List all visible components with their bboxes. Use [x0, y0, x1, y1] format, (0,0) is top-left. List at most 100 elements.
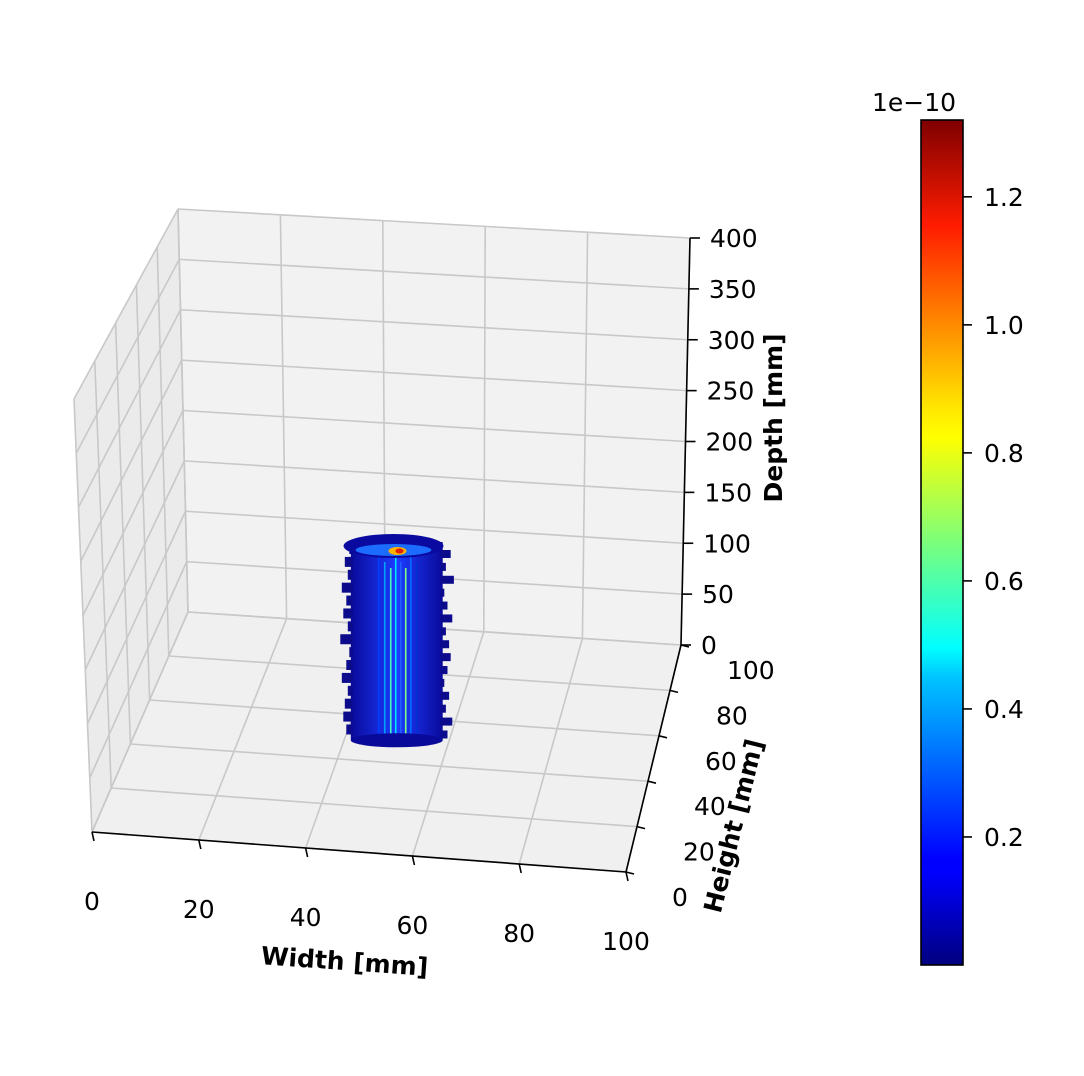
x-axis-tick-label: 0: [84, 887, 100, 916]
column-body: [350, 542, 443, 741]
voxel-edge: [349, 647, 353, 658]
side-gridline-z: [80, 359, 183, 562]
y-axis-tick-label: 0: [672, 883, 688, 912]
voxel-column: [340, 534, 454, 748]
voxel-edge: [344, 556, 353, 567]
colorbar-tick-label: 0.4: [984, 695, 1024, 724]
voxel-edge: [341, 672, 353, 683]
z-axis-tick-label: 200: [706, 428, 754, 457]
side-gridline-z: [91, 611, 189, 833]
z-axis-tick-label: 400: [710, 224, 758, 253]
x-axis-tick: [198, 839, 202, 850]
y-axis-tick: [625, 871, 635, 875]
side-gridline-z: [89, 561, 188, 779]
floor-gridline-x: [198, 618, 288, 841]
floor-gridline-y: [130, 743, 649, 782]
x-axis-tick: [304, 847, 309, 858]
y-axis-tick-label: 100: [727, 656, 775, 685]
y-axis-ticks: 0 20 40 60 80 100: [625, 644, 775, 912]
colorbar-tick-label: 0.6: [984, 567, 1024, 596]
voxel-edge: [341, 582, 353, 593]
voxel-edge: [440, 614, 453, 623]
back-gridline-z: [184, 460, 685, 494]
side-gridline-z: [86, 510, 187, 725]
x-axis-tick: [91, 831, 95, 842]
x-axis-tick-label: 80: [503, 919, 535, 948]
voxel-edge: [440, 691, 450, 700]
colorbar-offset-label: 1e−10: [872, 88, 956, 117]
voxel-edge: [440, 550, 451, 558]
y-axis-tick: [658, 735, 668, 739]
side-gridline-z: [84, 460, 185, 670]
z-axis-tick-label: 0: [701, 631, 717, 660]
voxel-edge: [346, 660, 353, 671]
voxel-edge: [343, 711, 353, 722]
back-gridline-z: [182, 409, 686, 443]
voxel-edge: [440, 640, 450, 649]
voxel-edge: [346, 724, 353, 735]
z-axis-tick-label: 50: [702, 580, 734, 609]
column-peak-core: [395, 548, 404, 554]
colorbar-tick-label: 0.8: [984, 439, 1024, 468]
y-axis-tick-label: 80: [716, 701, 748, 730]
x-axis-tick: [411, 855, 416, 866]
y-axis-tick-label: 40: [694, 792, 726, 821]
voxel-edge: [440, 678, 445, 687]
colorbar-tick-label: 1.2: [984, 183, 1024, 212]
back-gridline-z: [185, 510, 684, 545]
x-axis-tick-label: 40: [290, 903, 322, 932]
floor-gridline-x: [518, 638, 584, 865]
colorbar: 1e−10 0.2 0.4 0.6 0.8 1.0 1.2: [872, 88, 1024, 966]
y-axis-tick: [669, 689, 679, 694]
y-axis-tick-label: 20: [683, 838, 715, 867]
voxel-edge: [346, 595, 353, 606]
z-axis-tick-label: 350: [709, 275, 757, 304]
x-axis-title: Width [mm]: [260, 941, 429, 982]
side-gridline-z: [82, 410, 184, 616]
voxel-edge: [344, 698, 353, 709]
voxel-edge: [440, 601, 448, 610]
y-axis-tick-label: 60: [705, 747, 737, 776]
voxel-edge: [440, 627, 446, 636]
back-gridline-z: [181, 359, 687, 392]
voxel-edge: [440, 562, 446, 571]
z-axis-tick-label: 300: [708, 326, 756, 355]
voxel-edge: [440, 575, 454, 584]
colorbar-gradient: [920, 119, 964, 966]
z-axis-title: Depth [mm]: [759, 333, 788, 502]
voxel-edge: [440, 588, 445, 597]
back-gridline-z: [179, 258, 689, 290]
x-axis-tick: [518, 863, 522, 874]
x-axis-line: [91, 831, 627, 873]
column-base: [350, 733, 443, 748]
floor-gridline-y: [111, 787, 638, 828]
voxel-edge: [440, 717, 453, 726]
y-axis-line: [625, 644, 682, 873]
voxel-edge: [347, 569, 353, 580]
z-axis-tick-label: 100: [703, 529, 751, 558]
voxel-edge: [347, 685, 353, 696]
side-gridline-z: [75, 258, 180, 454]
x-axis-tick: [625, 871, 629, 882]
x-axis-tick-label: 100: [602, 927, 650, 956]
z-axis-tick-label: 250: [707, 377, 755, 406]
x-axis-tick-label: 20: [183, 895, 215, 924]
back-gridline-z: [180, 308, 688, 341]
voxel-edge: [340, 634, 353, 645]
voxel-edge: [440, 653, 451, 662]
side-gridline-z: [77, 309, 182, 508]
side-gridline-z: [73, 208, 179, 400]
colorbar-tick-label: 0.2: [984, 823, 1024, 852]
x-axis-tick-label: 60: [396, 911, 428, 940]
voxel-edge: [440, 704, 446, 713]
y-axis-tick: [647, 780, 657, 784]
y-axis-tick: [636, 825, 646, 830]
colorbar-tick-label: 1.0: [984, 311, 1024, 340]
voxel-edge: [440, 730, 448, 739]
x-axis-ticks: 0 20 40 60 80 100: [84, 831, 650, 956]
voxel-edge: [343, 608, 353, 619]
back-gridline-z: [177, 208, 691, 239]
z-axis-tick-label: 150: [704, 478, 752, 507]
voxel-edge: [440, 666, 448, 675]
